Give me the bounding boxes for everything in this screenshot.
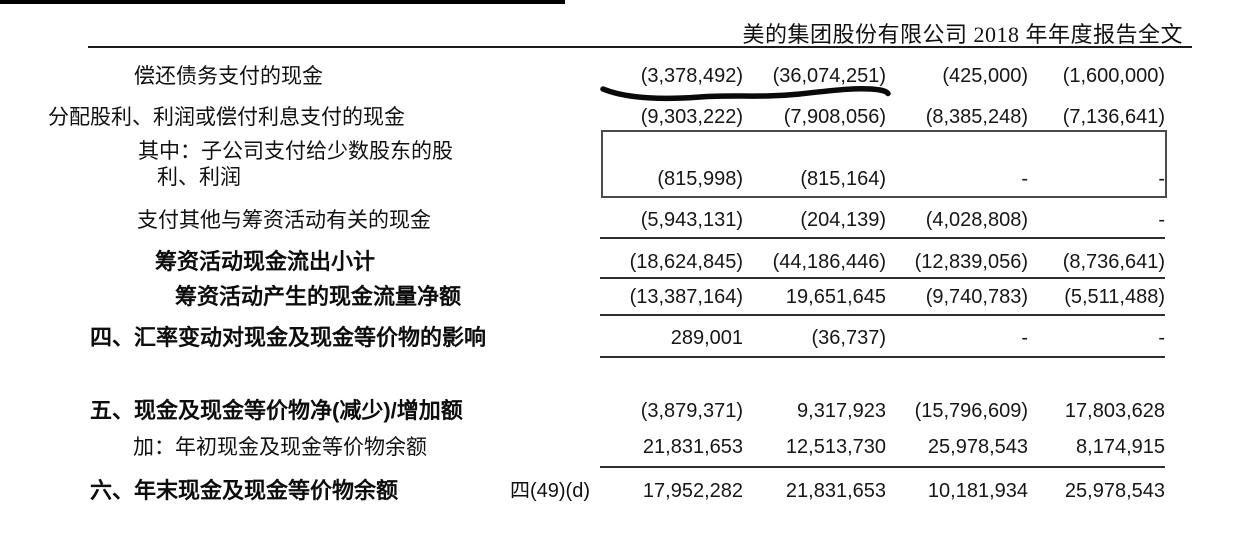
- cell-value: 17,803,628: [1064, 400, 1165, 422]
- cell-value: (3,879,371): [640, 400, 743, 422]
- row-label: 筹资活动产生的现金流量净额: [175, 284, 462, 309]
- note-reference: 四(49)(d): [509, 480, 590, 502]
- row-label: 分配股利、利润或偿付利息支付的现金: [48, 105, 405, 129]
- cell-value: -: [1021, 168, 1028, 190]
- cell-value: 10,181,934: [927, 480, 1028, 502]
- row-label: 偿还债务支付的现金: [134, 64, 323, 88]
- cell-value: (13,387,164): [629, 286, 743, 308]
- hand-drawn-underline-annotation: [600, 86, 891, 102]
- cell-value: (36,074,251): [772, 65, 886, 87]
- highlight-box-annotation: [601, 130, 1167, 198]
- cell-value: (8,385,248): [925, 106, 1028, 128]
- cell-value: 25,978,543: [1064, 480, 1165, 502]
- cell-value: 8,174,915: [1076, 436, 1165, 458]
- header-rule: [88, 46, 1192, 48]
- cell-value: (3,378,492): [640, 65, 743, 87]
- cell-value: 289,001: [670, 327, 743, 349]
- cell-value: (5,943,131): [640, 209, 743, 231]
- cell-value: (4,028,808): [925, 209, 1028, 231]
- row-label: 六、年末现金及现金等价物余额: [90, 478, 399, 503]
- cell-value: 25,978,543: [927, 436, 1028, 458]
- cell-value: (5,511,488): [1064, 286, 1165, 308]
- cell-value: (36,737): [811, 327, 887, 349]
- table-rule: [600, 237, 1165, 239]
- cell-value: 21,831,653: [642, 436, 743, 458]
- row-label: 四、汇率变动对现金及现金等价物的影响: [90, 325, 487, 350]
- cell-value: (15,796,609): [914, 400, 1028, 422]
- table-rule: [600, 466, 1165, 468]
- table-rule: [600, 277, 1165, 279]
- cell-value: (7,908,056): [783, 106, 886, 128]
- cell-value: (44,186,446): [772, 251, 886, 273]
- cell-value: 17,952,282: [642, 480, 743, 502]
- cell-value: (425,000): [942, 65, 1028, 87]
- row-label: 其中：子公司支付给少数股东的股: [138, 139, 453, 163]
- cell-value: 12,513,730: [785, 436, 886, 458]
- cell-value: (9,303,222): [640, 106, 743, 128]
- cell-value: 9,317,923: [797, 400, 886, 422]
- page-header-title: 美的集团股份有限公司 2018 年年度报告全文: [742, 22, 1183, 47]
- cell-value: -: [1021, 327, 1028, 349]
- cell-value: 19,651,645: [785, 286, 886, 308]
- table-bottom-rule: [0, 0, 565, 4]
- row-label: 支付其他与筹资活动有关的现金: [137, 208, 431, 232]
- row-label: 筹资活动现金流出小计: [155, 249, 376, 274]
- cell-value: -: [1158, 209, 1165, 231]
- cell-value: (18,624,845): [629, 251, 743, 273]
- cell-value: 21,831,653: [785, 480, 886, 502]
- row-label-line2: 利、利润: [157, 165, 241, 189]
- cell-value: -: [1158, 327, 1165, 349]
- cell-value: (815,164): [800, 168, 886, 190]
- cell-value: (8,736,641): [1062, 251, 1165, 273]
- cell-value: (815,998): [657, 168, 743, 190]
- cell-value: (204,139): [800, 209, 886, 231]
- cell-value: (1,600,000): [1062, 65, 1165, 87]
- cell-value: -: [1158, 168, 1165, 190]
- row-label: 五、现金及现金等价物净(减少)/增加额: [90, 398, 463, 423]
- table-rule: [600, 356, 1165, 358]
- row-label: 加：年初现金及现金等价物余额: [133, 435, 427, 459]
- table-rule: [600, 314, 1165, 316]
- cell-value: (9,740,783): [925, 286, 1028, 308]
- cell-value: (7,136,641): [1062, 106, 1165, 128]
- cell-value: (12,839,056): [914, 251, 1028, 273]
